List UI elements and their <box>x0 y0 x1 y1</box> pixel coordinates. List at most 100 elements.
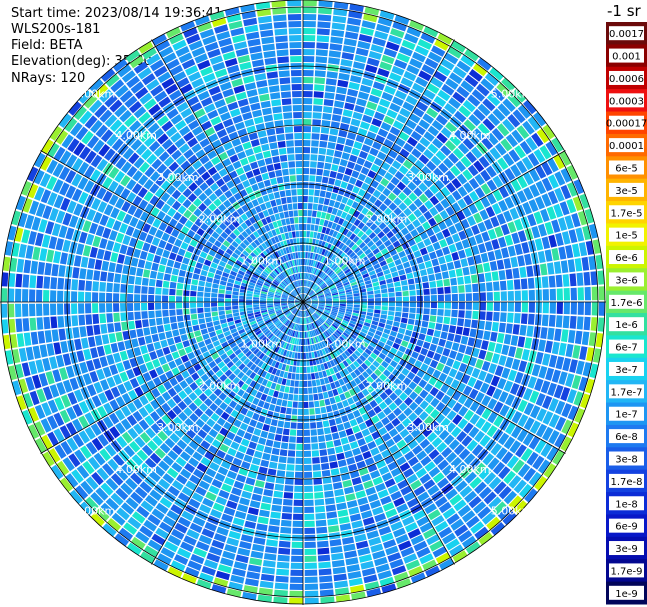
range-gate <box>339 362 346 370</box>
range-gate <box>311 140 319 147</box>
range-gate <box>271 326 277 333</box>
range-gate <box>135 320 142 329</box>
range-gate <box>203 197 212 207</box>
range-gate <box>151 262 159 271</box>
range-gate <box>232 302 239 306</box>
range-gate <box>262 328 269 334</box>
range-gate <box>96 248 105 260</box>
range-gate <box>374 111 385 121</box>
range-gate <box>303 238 306 245</box>
range-gate <box>418 119 430 130</box>
range-gate <box>207 272 215 278</box>
range-gate <box>280 519 292 527</box>
range-gate <box>358 34 373 43</box>
range-gate <box>281 219 287 226</box>
range-gate <box>386 278 393 284</box>
range-gate <box>112 58 128 72</box>
range-gate <box>311 299 318 301</box>
range-gate <box>314 276 319 283</box>
range-gate <box>141 303 148 311</box>
range-gate <box>325 405 333 413</box>
range-gate <box>515 444 527 458</box>
range-gate <box>339 295 346 298</box>
range-gate <box>381 360 389 369</box>
range-gate <box>346 365 353 373</box>
range-gate <box>372 476 384 486</box>
range-gate <box>169 64 183 76</box>
range-gate <box>195 486 207 497</box>
range-gate <box>501 344 510 356</box>
range-gate <box>386 182 396 192</box>
range-gate <box>209 10 225 21</box>
range-gate <box>197 90 210 101</box>
range-gate <box>218 289 225 294</box>
range-gate <box>274 299 281 301</box>
range-gate <box>103 402 114 415</box>
range-gate <box>267 208 274 216</box>
range-gate <box>279 212 285 219</box>
range-gate <box>358 554 373 563</box>
range-gate <box>204 292 211 298</box>
range-gate <box>452 360 461 370</box>
range-gate <box>260 306 267 309</box>
range-gate <box>307 324 311 331</box>
range-gate <box>228 244 236 252</box>
range-gate <box>303 42 315 49</box>
range-gate <box>95 124 108 138</box>
range-gate <box>505 356 514 369</box>
range-gate <box>167 337 175 346</box>
range-gate <box>261 354 268 362</box>
range-gate <box>7 225 17 241</box>
range-gate <box>318 297 325 300</box>
range-gate <box>334 266 340 273</box>
range-gate <box>175 342 184 350</box>
range-gate <box>348 176 357 185</box>
range-gate <box>227 278 235 284</box>
range-gate <box>161 203 171 214</box>
range-gate <box>481 395 491 407</box>
range-gate <box>294 316 298 323</box>
range-gate <box>455 352 464 362</box>
range-gate <box>401 285 409 291</box>
range-gate <box>484 373 494 384</box>
range-gate <box>419 389 429 399</box>
range-gate <box>318 393 324 400</box>
range-gate <box>277 234 283 242</box>
range-gate <box>316 168 324 176</box>
range-gate <box>356 204 364 212</box>
range-gate <box>303 133 311 140</box>
range-gate <box>94 259 103 270</box>
range-gate <box>479 282 486 292</box>
range-gate <box>538 339 546 352</box>
range-gate <box>355 47 369 57</box>
range-gate <box>106 217 116 229</box>
range-gate <box>212 340 221 347</box>
range-gate <box>304 478 313 485</box>
range-gate <box>303 266 305 272</box>
range-gate <box>321 348 327 356</box>
range-gate <box>408 456 419 467</box>
range-gate <box>384 478 396 488</box>
range-gate <box>204 127 216 137</box>
range-gate <box>72 418 83 432</box>
range-gate <box>291 415 297 422</box>
range-gate <box>242 164 252 173</box>
range-gate <box>414 125 426 136</box>
range-gate <box>491 239 500 250</box>
range-gate <box>275 291 282 295</box>
range-gate <box>346 24 360 33</box>
range-gate <box>386 244 395 252</box>
range-gate <box>491 353 500 364</box>
range-gate <box>482 118 496 131</box>
range-gate <box>403 335 411 342</box>
range-gate <box>138 419 150 431</box>
range-gate <box>455 326 463 335</box>
range-gate <box>336 86 347 95</box>
range-gate <box>41 234 51 248</box>
range-gate <box>404 450 415 461</box>
range-gate <box>497 157 509 170</box>
range-gate <box>297 408 303 415</box>
range-gate <box>184 418 194 428</box>
range-gate <box>507 221 517 233</box>
range-gate <box>258 385 266 393</box>
